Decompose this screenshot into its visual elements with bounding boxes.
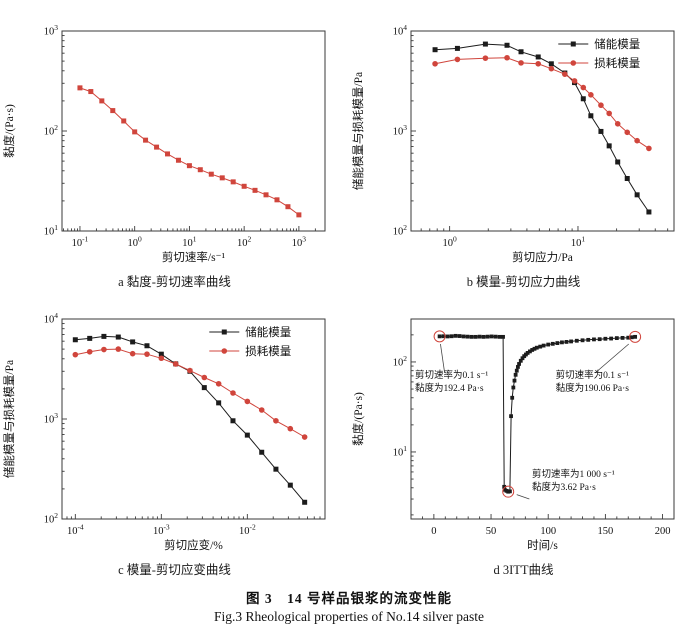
svg-text:102: 102 xyxy=(44,511,59,526)
svg-text:100: 100 xyxy=(443,235,458,250)
panel-a-caption: a 黏度-剪切速率曲线 xyxy=(118,275,231,289)
annotation-text: 黏度为3.62 Pa·s xyxy=(532,481,596,493)
series-损耗模量 xyxy=(72,346,308,440)
panel-b: 100 101 102 103 104 剪切应力/Pa 储能模量与损耗模量/Pa 储能模量损耗… xyxy=(349,5,698,293)
panel-c-caption: c 模量-剪切应变曲线 xyxy=(118,563,231,577)
figure-caption: 图 3 14 号样品银浆的流变性能 Fig.3 Rheological prop… xyxy=(0,587,698,625)
y-axis: 101 102 103 xyxy=(44,23,67,238)
x-axis-label: 剪切应力/Pa xyxy=(512,250,573,264)
plot-box xyxy=(61,30,326,232)
svg-text:103: 103 xyxy=(44,23,59,38)
annotation-leader-line xyxy=(440,343,446,374)
svg-text:103: 103 xyxy=(44,411,59,426)
x-axis-label: 剪切速率/s⁻¹ xyxy=(162,250,226,264)
panel-d: 0 50 100 150 200 101 102 时间/s 黏度/(Pa·s) 剪切速率为0.1 … xyxy=(349,293,698,581)
legend-label: 储能模量 xyxy=(594,37,640,51)
figure-caption-cn: 图 3 14 号样品银浆的流变性能 xyxy=(246,591,452,606)
svg-text:101: 101 xyxy=(182,235,197,250)
series-损耗模量 xyxy=(432,54,652,152)
series-a-0 xyxy=(77,85,302,218)
annotation-leader-line xyxy=(594,343,630,374)
y-axis-label: 储能模量与损耗模量/Pa xyxy=(351,72,365,190)
figure-caption-en: Fig.3 Rheological properties of No.14 si… xyxy=(214,609,484,624)
panel-a: 10-1 100 101 102 103 101 102 103 剪切速率/s⁻¹ 黏度/(Pa·… xyxy=(0,5,349,293)
svg-text:102: 102 xyxy=(393,223,408,238)
y-axis-label: 黏度/(Pa·s) xyxy=(2,104,16,158)
svg-text:200: 200 xyxy=(655,526,671,537)
chart-a-viscosity-shear-rate: 10-1 100 101 102 103 101 102 103 剪切速率/s⁻¹ 黏度/(Pa·… xyxy=(2,23,326,264)
annotation-marker-circle xyxy=(433,330,446,343)
legend-label: 损耗模量 xyxy=(594,56,640,70)
annotation-marker-circle xyxy=(629,330,642,343)
svg-text:150: 150 xyxy=(598,526,614,537)
y-axis-label: 黏度/(Pa·s) xyxy=(351,392,365,446)
svg-text:10-4: 10-4 xyxy=(67,523,84,538)
annotation-marker-circle xyxy=(502,485,515,498)
x-axis: 10-1 100 101 102 103 xyxy=(63,226,316,250)
chart-b-modulus-shear-stress: 100 101 102 103 104 剪切应力/Pa 储能模量与损耗模量/Pa 储能模量损耗… xyxy=(351,23,675,264)
annotation-leader-line xyxy=(516,494,530,500)
svg-text:10-3: 10-3 xyxy=(153,523,170,538)
figure-page: 10-1 100 101 102 103 101 102 103 剪切速率/s⁻¹ 黏度/(Pa·… xyxy=(0,5,698,625)
svg-text:104: 104 xyxy=(393,23,408,38)
x-axis: 100 101 xyxy=(420,226,669,250)
svg-text:104: 104 xyxy=(44,311,59,326)
series-d-0 xyxy=(437,333,638,494)
legend-label: 损耗模量 xyxy=(245,344,291,358)
annotation-text: 剪切速率为0.1 s⁻¹ xyxy=(556,369,629,381)
svg-text:100: 100 xyxy=(540,526,556,537)
annotation-text: 黏度为190.06 Pa·s xyxy=(556,382,630,394)
svg-text:101: 101 xyxy=(571,235,586,250)
svg-text:102: 102 xyxy=(237,235,252,250)
svg-text:101: 101 xyxy=(44,223,59,238)
svg-text:100: 100 xyxy=(128,235,143,250)
annotation-text: 黏度为192.4 Pa·s xyxy=(415,382,484,394)
svg-text:50: 50 xyxy=(486,526,497,537)
panel-grid: 10-1 100 101 102 103 101 102 103 剪切速率/s⁻¹ 黏度/(Pa·… xyxy=(0,5,698,581)
y-axis: 102 103 104 xyxy=(393,23,416,238)
svg-text:10-1: 10-1 xyxy=(72,235,89,250)
y-axis: 101 102 xyxy=(393,334,416,516)
legend-label: 储能模量 xyxy=(245,325,291,339)
annotation-text: 剪切速率为0.1 s⁻¹ xyxy=(415,369,488,381)
svg-text:101: 101 xyxy=(393,444,408,459)
x-axis: 10-4 10-3 10-2 xyxy=(61,514,321,538)
panel-d-caption: d 3ITT曲线 xyxy=(493,563,554,577)
y-axis-label: 储能模量与损耗模量/Pa xyxy=(2,360,16,478)
svg-text:0: 0 xyxy=(431,526,436,537)
series-储能模量 xyxy=(72,333,308,505)
chart-d-3itt-curve: 0 50 100 150 200 101 102 时间/s 黏度/(Pa·s) 剪切速率为0.1 … xyxy=(351,318,675,552)
svg-text:102: 102 xyxy=(44,123,59,138)
y-axis: 102 103 104 xyxy=(44,311,67,526)
svg-text:103: 103 xyxy=(292,235,307,250)
svg-text:102: 102 xyxy=(393,354,408,369)
panel-b-caption: b 模量-剪切应力曲线 xyxy=(466,275,581,289)
annotation-text: 剪切速率为1 000 s⁻¹ xyxy=(532,468,615,480)
chart-c-modulus-shear-strain: 10-4 10-3 10-2 102 103 104 剪切应变/% 储能模量与损耗模量/Pa 储… xyxy=(2,311,326,552)
plot-box xyxy=(410,318,675,520)
x-axis-label: 剪切应变/% xyxy=(164,538,223,552)
x-axis: 0 50 100 150 200 xyxy=(410,514,675,537)
x-axis-label: 时间/s xyxy=(527,539,558,552)
panel-c: 10-4 10-3 10-2 102 103 104 剪切应变/% 储能模量与损耗模量/Pa 储… xyxy=(0,293,349,581)
svg-text:103: 103 xyxy=(393,123,408,138)
svg-text:10-2: 10-2 xyxy=(239,523,256,538)
